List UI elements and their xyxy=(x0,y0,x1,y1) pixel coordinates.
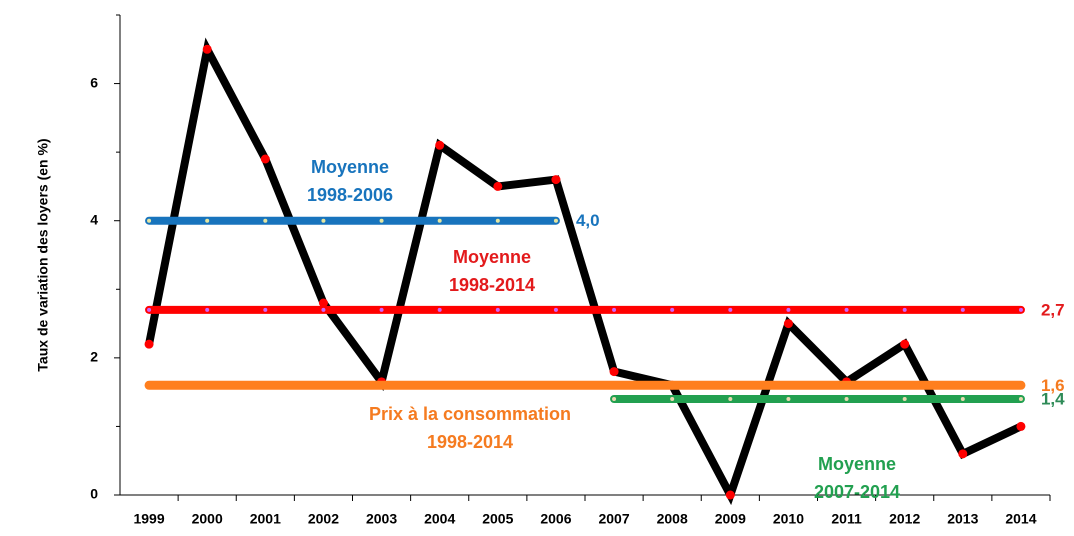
point-marker xyxy=(900,339,910,349)
x-tick-label: 2004 xyxy=(424,511,455,527)
point-marker xyxy=(612,397,617,401)
point-marker xyxy=(902,397,907,401)
point-marker xyxy=(263,307,268,312)
series-line xyxy=(145,37,1025,506)
point-marker xyxy=(147,218,152,223)
point-marker xyxy=(260,154,270,164)
value-label: 1,6 xyxy=(1041,376,1065,395)
annotation: 2007-2014 xyxy=(814,482,900,502)
x-tick-label: 2013 xyxy=(947,511,978,527)
point-marker xyxy=(902,307,907,312)
point-marker xyxy=(379,218,384,223)
point-marker xyxy=(435,140,445,150)
point-marker xyxy=(495,307,500,312)
x-tick-label: 2002 xyxy=(308,511,339,527)
x-tick-label: 2005 xyxy=(482,511,513,527)
annotation: Prix à la consommation xyxy=(369,404,571,424)
point-marker xyxy=(551,175,561,185)
annotation: 1998-2006 xyxy=(307,185,393,205)
point-marker xyxy=(783,319,793,329)
point-marker xyxy=(1018,397,1023,401)
point-marker xyxy=(612,307,617,312)
annotation: 1998-2014 xyxy=(449,275,535,295)
point-marker xyxy=(321,218,326,223)
point-marker xyxy=(958,449,968,459)
point-marker xyxy=(786,397,791,401)
point-marker xyxy=(144,339,154,349)
point-marker xyxy=(728,307,733,312)
point-marker xyxy=(205,307,210,312)
x-tick-label: 2003 xyxy=(366,511,397,527)
point-marker xyxy=(786,307,791,312)
point-marker xyxy=(147,307,152,312)
point-marker xyxy=(960,397,965,401)
y-tick-label: 2 xyxy=(90,349,98,365)
point-marker xyxy=(493,181,503,191)
point-marker xyxy=(844,307,849,312)
point-marker xyxy=(553,307,558,312)
x-tick-label: 2011 xyxy=(831,511,862,527)
point-marker xyxy=(844,397,849,401)
x-tick-label: 2000 xyxy=(192,511,223,527)
value-label: 4,0 xyxy=(576,211,600,230)
point-marker xyxy=(1018,307,1023,312)
x-tick-label: 2010 xyxy=(773,511,804,527)
value-label: 2,7 xyxy=(1041,300,1065,319)
x-tick-label: 2007 xyxy=(598,511,629,527)
x-tick-label: 1999 xyxy=(133,511,164,527)
annotation: Moyenne xyxy=(818,454,896,474)
y-tick-label: 4 xyxy=(90,211,98,227)
point-marker xyxy=(263,218,268,223)
x-tick-label: 2009 xyxy=(715,511,746,527)
point-marker xyxy=(609,367,619,377)
point-marker xyxy=(1016,421,1026,431)
point-marker xyxy=(202,44,212,54)
y-tick-label: 6 xyxy=(90,74,98,90)
point-marker xyxy=(379,307,384,312)
point-marker xyxy=(670,397,675,401)
point-marker xyxy=(495,218,500,223)
x-tick-label: 2001 xyxy=(250,511,281,527)
annotation: Moyenne xyxy=(453,247,531,267)
point-marker xyxy=(318,298,328,308)
point-marker xyxy=(670,307,675,312)
point-marker xyxy=(725,490,735,500)
point-marker xyxy=(553,218,558,223)
y-axis-label: Taux de variation des loyers (en %) xyxy=(35,138,51,371)
point-marker xyxy=(728,397,733,401)
point-marker xyxy=(437,218,442,223)
x-tick-label: 2014 xyxy=(1005,511,1036,527)
point-marker xyxy=(437,307,442,312)
y-tick-label: 0 xyxy=(90,486,98,502)
annotation: 1998-2014 xyxy=(427,432,513,452)
value-label: 1,4 xyxy=(1041,389,1065,408)
x-tick-label: 2008 xyxy=(657,511,688,527)
annotation: Moyenne xyxy=(311,157,389,177)
point-marker xyxy=(205,218,210,223)
x-tick-label: 2006 xyxy=(540,511,571,527)
x-tick-label: 2012 xyxy=(889,511,920,527)
point-marker xyxy=(321,307,326,312)
point-marker xyxy=(960,307,965,312)
